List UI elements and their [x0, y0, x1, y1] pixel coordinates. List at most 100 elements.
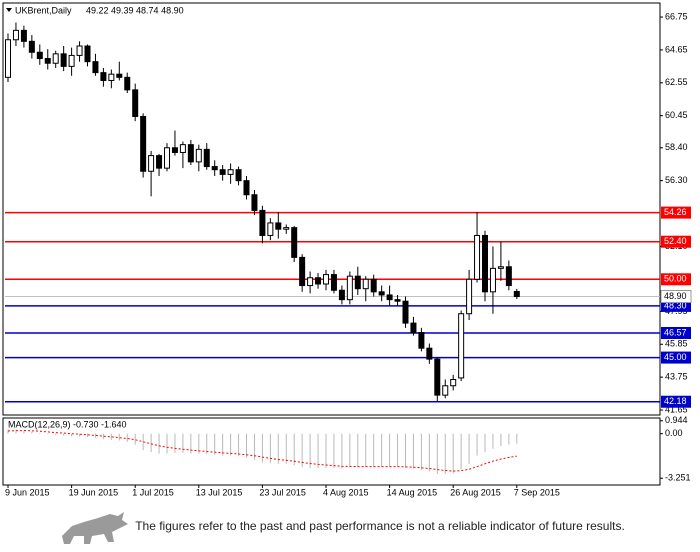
candle-body	[227, 169, 234, 175]
last-price-label: 48.90	[664, 291, 687, 301]
candle-body	[44, 58, 51, 64]
y-tick-label: 45.85	[665, 339, 688, 349]
macd-title: MACD(12,26,9) -0.730 -1.640	[8, 419, 127, 429]
candle-body	[36, 51, 43, 60]
candle-body	[299, 256, 306, 287]
candle-body	[156, 155, 163, 169]
candle-body	[370, 278, 377, 293]
candle-body	[450, 378, 457, 387]
candle-body	[195, 148, 202, 163]
candle-body	[402, 300, 409, 324]
candle-body	[84, 45, 91, 63]
candle-body	[378, 291, 385, 296]
x-tick-label: 13 Jul 2015	[196, 487, 243, 497]
logo	[62, 512, 128, 544]
candle-body	[187, 144, 194, 163]
x-tick-label: 9 Jun 2015	[5, 487, 50, 497]
level-label: 54.26	[664, 207, 687, 217]
disclaimer: The figures refer to the past and past p…	[135, 519, 625, 533]
y-tick-label: 60.45	[665, 110, 688, 120]
candle-body	[426, 347, 433, 360]
level-label-box	[661, 351, 691, 364]
candle-body	[76, 45, 83, 56]
candle-body	[307, 277, 314, 287]
candle-body	[291, 227, 298, 258]
x-tick-label: 14 Aug 2015	[387, 487, 438, 497]
candle-body	[92, 61, 99, 74]
candle-body	[219, 169, 226, 175]
level-label: 52.40	[664, 236, 687, 246]
candle-body	[235, 169, 242, 182]
candle-body	[323, 274, 329, 285]
candle-body	[275, 222, 282, 230]
candle-body	[28, 40, 35, 53]
x-tick-label: 7 Sep 2015	[514, 487, 560, 497]
candle-body	[283, 227, 290, 230]
candle-body	[140, 115, 147, 172]
y-tick-label: 66.75	[665, 11, 688, 21]
candle-body	[497, 266, 504, 269]
candle-body	[434, 358, 441, 396]
candle-body	[259, 209, 266, 236]
y-tick-label: 41.65	[665, 404, 688, 414]
candle-body	[442, 385, 449, 396]
level-label-box	[661, 326, 691, 339]
candle-body	[100, 72, 107, 81]
level-label: 50.00	[664, 274, 687, 284]
candle-body	[394, 299, 401, 302]
level-label-box	[661, 206, 691, 219]
candle-body	[171, 147, 178, 153]
candle-body	[132, 89, 139, 117]
macd-tick-label: 0.944	[665, 415, 688, 425]
x-tick-label: 19 Jun 2015	[69, 487, 119, 497]
candle-body	[203, 148, 210, 168]
candle-body	[243, 180, 250, 196]
candle-body	[211, 166, 218, 171]
candle-body	[505, 266, 512, 287]
chart-subtitle: 49.22 49.39 48.74 48.90	[86, 5, 184, 15]
candle-body	[458, 313, 465, 379]
macd-panel	[2, 417, 661, 486]
macd-tick-label: -3.251	[665, 473, 691, 483]
candle-body	[338, 289, 345, 301]
candle-body	[68, 54, 75, 67]
macd-signal	[7, 430, 517, 472]
candle-body	[148, 155, 155, 172]
menu-arrow	[6, 8, 12, 12]
level-label-box	[661, 273, 691, 286]
level-label-box	[661, 395, 691, 408]
candle-body	[251, 194, 258, 211]
candle-body	[52, 53, 59, 64]
level-label: 46.57	[664, 327, 687, 337]
candle-body	[330, 274, 337, 291]
candle-body	[179, 144, 186, 153]
candle-body	[164, 147, 170, 169]
y-tick-label: 43.75	[665, 372, 688, 382]
y-tick-label: 56.30	[665, 175, 688, 185]
candle-body	[513, 291, 520, 298]
candle-body	[108, 73, 115, 81]
x-tick-label: 23 Jul 2015	[259, 487, 306, 497]
candle-body	[362, 278, 369, 290]
candle-body	[116, 73, 123, 78]
y-tick-label: 58.40	[665, 142, 688, 152]
level-label: 42.18	[664, 396, 687, 406]
candle-body	[20, 29, 27, 42]
main-panel	[2, 2, 661, 416]
candle-body	[466, 278, 473, 315]
y-tick-label: 64.65	[665, 44, 688, 54]
last-price-box	[660, 290, 692, 304]
candle-body	[12, 29, 19, 41]
y-tick-label: 62.55	[665, 77, 688, 87]
candle-body	[315, 277, 322, 285]
candle-body	[489, 267, 496, 293]
candle-body	[267, 222, 274, 236]
candle-body	[354, 275, 361, 290]
level-label: 48.30	[664, 300, 687, 310]
chart-title: UKBrent,Daily	[15, 5, 72, 15]
candle-body	[474, 234, 481, 280]
candle-body	[5, 39, 11, 78]
candle-body	[410, 322, 417, 334]
candle-body	[482, 234, 488, 293]
